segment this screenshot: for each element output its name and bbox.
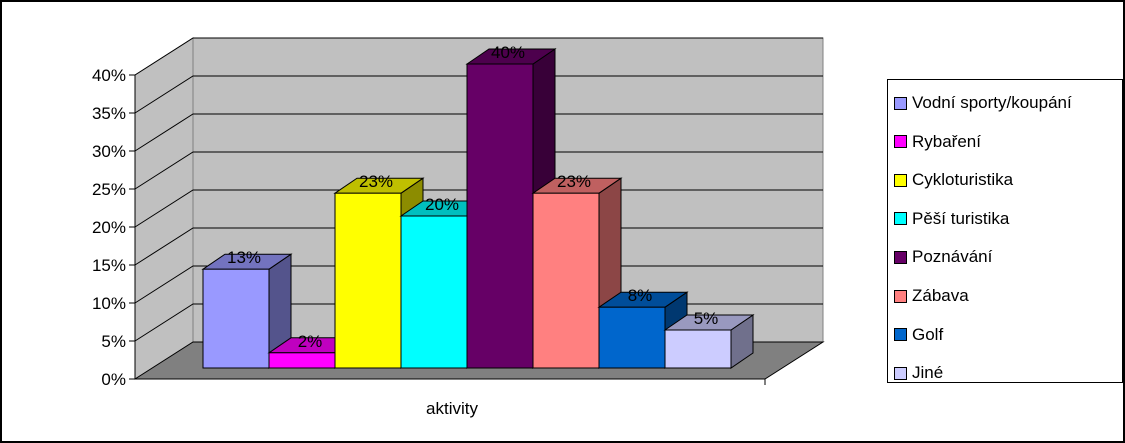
y-tick-label: 15% (92, 256, 126, 275)
gridline (134, 37, 823, 76)
bar-front (400, 215, 468, 369)
legend-swatch (894, 212, 907, 226)
y-tick-label: 0% (101, 370, 126, 389)
data-label: 20% (425, 195, 459, 214)
legend-label: Zábava (912, 286, 969, 305)
chart-bars (201, 48, 755, 369)
legend-swatch (894, 289, 907, 303)
legend-label: Rybaření (912, 131, 981, 151)
legend-label: Poznávání (912, 247, 993, 267)
data-label: 5% (694, 309, 719, 328)
legend-item: Poznávání (894, 246, 992, 268)
bar-front (664, 329, 732, 369)
bar-front (598, 306, 666, 369)
legend-swatch (894, 135, 907, 149)
y-axis-ticks: 0% 5% 10% 15% 20% 25% 30% 35% 40% (92, 66, 766, 389)
legend-label: Golf (912, 324, 944, 344)
gridline (134, 113, 823, 152)
data-label: 23% (359, 172, 393, 191)
legend-swatch (894, 96, 907, 110)
legend-swatch (894, 250, 907, 264)
y-tick-label: 25% (92, 180, 126, 199)
legend-item: Pěší turistika (894, 208, 1009, 230)
y-tick-label: 40% (92, 66, 126, 85)
data-label: 13% (227, 248, 261, 267)
legend-label: Vodní sporty/koupání (912, 93, 1072, 112)
legend-item: Rybaření (894, 131, 981, 153)
legend-swatch (894, 328, 907, 342)
bar-front (268, 352, 336, 369)
bar (663, 314, 755, 369)
bar (201, 253, 293, 369)
data-label: 8% (628, 286, 653, 305)
y-tick-label: 20% (92, 218, 126, 237)
legend-item: Golf (894, 324, 943, 346)
legend-label: Jiné (912, 363, 944, 383)
data-label: 23% (557, 172, 591, 191)
legend-item: Jiné (894, 362, 943, 384)
y-tick-label: 30% (92, 142, 126, 161)
gridline (134, 75, 823, 114)
bar-front (202, 268, 270, 369)
data-labels: 13% 2% 23% 20% 40% 23% 8% 5% (227, 43, 718, 351)
y-tick-label: 35% (92, 104, 126, 123)
legend-swatch (894, 173, 907, 187)
legend-item: Zábava (894, 285, 969, 307)
chart-legend: Vodní sporty/koupání Rybaření Cykloturisti… (887, 79, 1123, 383)
legend-item: Vodní sporty/koupání (894, 92, 1072, 114)
legend-swatch (894, 366, 907, 380)
x-axis-label: aktivity (426, 399, 478, 418)
data-label: 2% (298, 332, 323, 351)
chart-plot: 0% 5% 10% 15% 20% 25% 30% 35% 40% 13% 2% 23% 20% 40%… (92, 37, 825, 418)
legend-label: Pěší turistika (912, 208, 1010, 228)
bar-front (532, 192, 600, 369)
bar-front (334, 192, 402, 369)
y-tick-label: 10% (92, 294, 126, 313)
data-label: 40% (491, 43, 525, 62)
legend-item: Cykloturistika (894, 169, 1013, 191)
gridline (134, 151, 823, 190)
bar-front (466, 63, 534, 369)
legend-label: Cykloturistika (912, 170, 1014, 190)
y-tick-label: 5% (101, 332, 126, 351)
